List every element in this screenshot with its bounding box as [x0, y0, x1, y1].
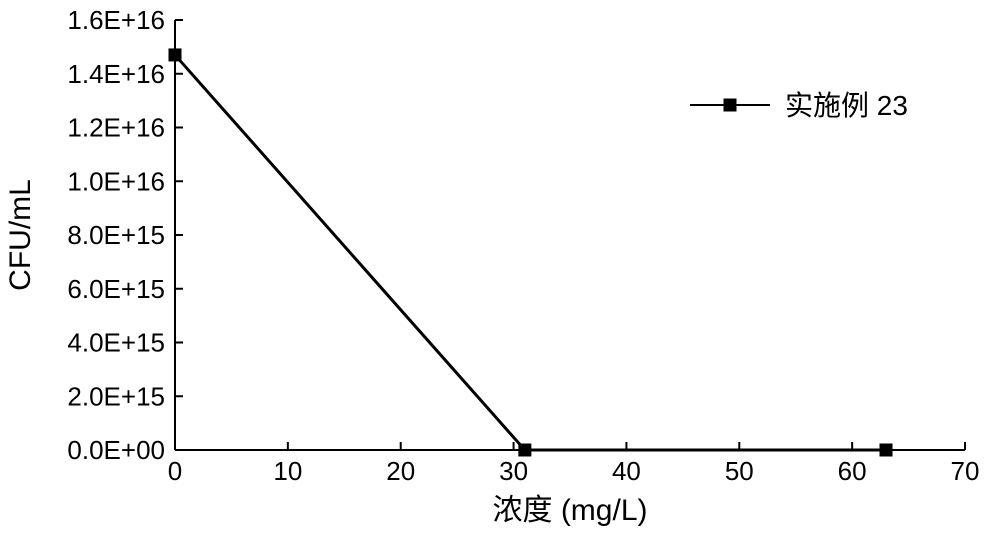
y-tick-label: 1.6E+16: [67, 5, 165, 35]
y-tick-label: 4.0E+15: [67, 328, 165, 358]
y-tick-label: 0.0E+00: [67, 435, 165, 465]
legend-label: 实施例 23: [785, 90, 908, 121]
y-axis-title: CFU/mL: [4, 179, 37, 291]
data-marker: [880, 444, 892, 456]
data-marker: [519, 444, 531, 456]
x-tick-label: 20: [386, 456, 415, 486]
x-tick-label: 0: [168, 456, 182, 486]
x-tick-label: 30: [499, 456, 528, 486]
x-tick-label: 60: [838, 456, 867, 486]
x-tick-label: 70: [951, 456, 980, 486]
y-tick-label: 1.0E+16: [67, 166, 165, 196]
legend-marker: [724, 99, 736, 111]
y-tick-label: 6.0E+15: [67, 274, 165, 304]
x-tick-label: 10: [273, 456, 302, 486]
data-marker: [169, 49, 181, 61]
y-tick-label: 8.0E+15: [67, 220, 165, 250]
series-line: [175, 55, 886, 450]
x-tick-label: 50: [725, 456, 754, 486]
x-axis-title: 浓度 (mg/L): [492, 494, 647, 527]
y-tick-label: 1.2E+16: [67, 113, 165, 143]
line-chart: 0.0E+00 2.0E+15 4.0E+15 6.0E+15 8.0E+15 1.0E+…: [0, 0, 1000, 539]
chart-container: 0.0E+00 2.0E+15 4.0E+15 6.0E+15 8.0E+15 1.0E+…: [0, 0, 1000, 539]
x-tick-label: 40: [612, 456, 641, 486]
y-tick-label: 2.0E+15: [67, 381, 165, 411]
y-tick-label: 1.4E+16: [67, 59, 165, 89]
